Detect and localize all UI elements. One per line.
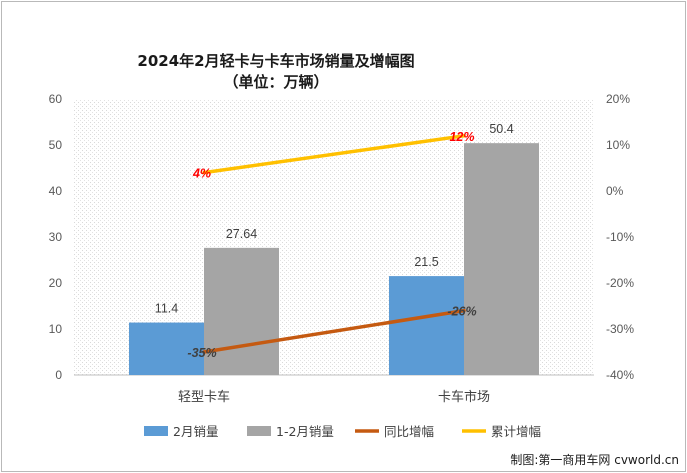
bar-data-label: 27.64	[226, 227, 257, 241]
left-axis-tick-label: 50	[49, 138, 63, 152]
bar	[389, 276, 464, 375]
left-axis-tick-label: 30	[49, 230, 63, 244]
series-line	[202, 308, 466, 354]
line-data-label: 12%	[449, 130, 474, 144]
bar-series: 11.4 21.5 27.64 50.4	[129, 122, 539, 375]
chart-subtitle: （单位：万辆）	[223, 73, 328, 91]
left-axis-tick-label: 20	[49, 276, 63, 290]
right-axis-tick-label: 0%	[606, 184, 624, 198]
right-axis: -40% -30% -20% -10% 0% 10% 20%	[606, 92, 634, 382]
right-axis-tick-label: 10%	[606, 138, 630, 152]
left-axis-tick-label: 60	[49, 92, 63, 106]
left-axis-tick-label: 0	[55, 368, 62, 382]
bar	[464, 143, 539, 375]
line-data-label: -35%	[187, 346, 216, 360]
category-labels: 轻型卡车 卡车市场	[178, 389, 490, 405]
chart-title: 2024年2月轻卡与卡车市场销量及增幅图	[137, 52, 414, 70]
bar-data-label: 11.4	[155, 302, 178, 316]
legend-label: 累计增幅	[491, 424, 541, 439]
right-axis-tick-label: 20%	[606, 92, 630, 106]
category-label: 卡车市场	[438, 389, 490, 405]
left-axis: 0 10 20 30 40 50 60	[49, 92, 63, 382]
left-axis-tick-label: 10	[49, 322, 63, 336]
legend-swatch	[144, 426, 168, 436]
category-label: 轻型卡车	[178, 389, 230, 405]
line-data-label: 4%	[192, 167, 211, 181]
line-data-label: -26%	[447, 305, 476, 319]
legend-label: 同比增幅	[384, 424, 434, 439]
bar	[204, 247, 279, 375]
bar-data-label: 50.4	[489, 122, 513, 136]
legend: 2月销量 1-2月销量 同比增幅 累计增幅	[144, 424, 541, 439]
series-line	[202, 134, 466, 175]
bar	[129, 322, 204, 375]
bar-data-label: 21.5	[414, 255, 438, 269]
right-axis-tick-label: -30%	[606, 322, 634, 336]
right-axis-tick-label: -10%	[606, 230, 634, 244]
right-axis-tick-label: -20%	[606, 276, 634, 290]
legend-label: 1-2月销量	[276, 424, 334, 439]
legend-label: 2月销量	[173, 424, 218, 439]
right-axis-tick-label: -40%	[606, 368, 634, 382]
left-axis-tick-label: 40	[49, 184, 63, 198]
line-series: -35% -26% 4% 12%	[187, 130, 476, 360]
legend-swatch	[247, 426, 271, 436]
source-credit: 制图:第一商用车网 cvworld.cn	[510, 452, 679, 467]
